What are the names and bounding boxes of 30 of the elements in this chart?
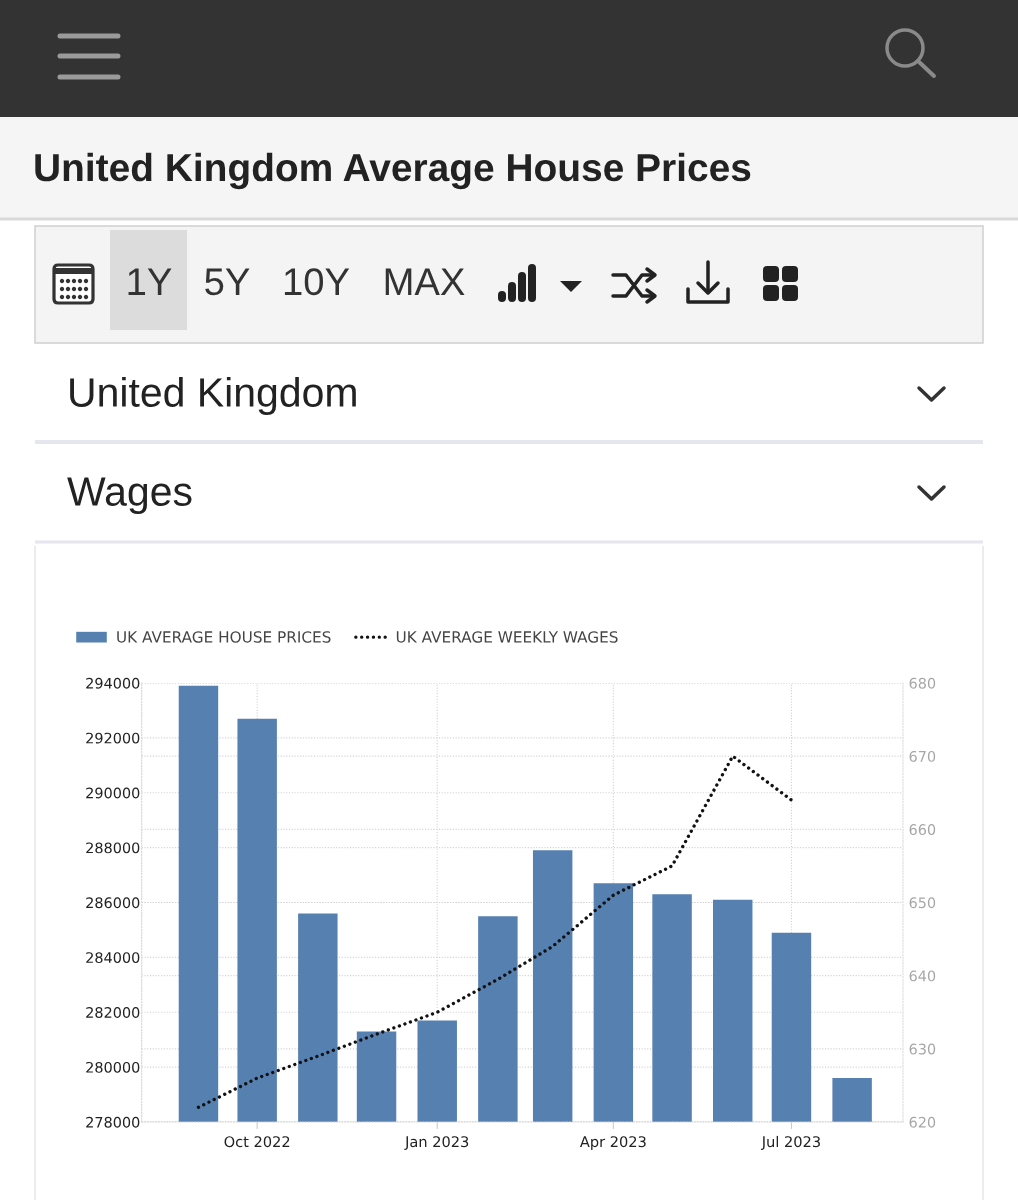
chart-title: United Kingdom Average House Prices <box>35 152 751 190</box>
y-tick-label: 278000 <box>86 1116 140 1128</box>
text: Wages <box>67 477 192 515</box>
x-tick-label: Jul 2023 <box>761 1135 820 1150</box>
y-tick-label: 294000 <box>86 677 140 689</box>
y2-tick-label: 630 <box>909 1043 936 1055</box>
text: MAX <box>385 268 465 295</box>
text: 1Y <box>128 268 172 295</box>
y-tick-label: 284000 <box>86 952 140 964</box>
y-tick-label: 280000 <box>86 1061 140 1073</box>
legend-label: UK AVERAGE HOUSE PRICES <box>117 631 331 643</box>
text: United Kingdom <box>70 376 356 416</box>
y-tick-label: 292000 <box>86 732 140 744</box>
y-tick-label: 288000 <box>86 842 140 854</box>
y2-tick-label: 650 <box>909 897 936 909</box>
x-tick-label: Oct 2022 <box>224 1136 290 1148</box>
y2-tick-label: 680 <box>909 677 936 689</box>
y-tick-label: 286000 <box>86 897 140 909</box>
text: 5Y <box>205 268 250 296</box>
legend-label: UK AVERAGE WEEKLY WAGES <box>396 631 618 643</box>
y2-tick-label: 640 <box>909 970 936 982</box>
y-tick-label: 282000 <box>86 1007 140 1018</box>
x-tick-label: Jan 2023 <box>404 1136 469 1150</box>
text: 10Y <box>284 268 350 296</box>
y2-tick-label: 660 <box>909 824 936 836</box>
y2-tick-label: 620 <box>909 1116 936 1128</box>
y-tick-label: 290000 <box>86 787 140 799</box>
y2-tick-label: 670 <box>909 750 936 762</box>
line-series <box>196 754 794 1110</box>
x-tick-label: Apr 2023 <box>579 1136 646 1150</box>
